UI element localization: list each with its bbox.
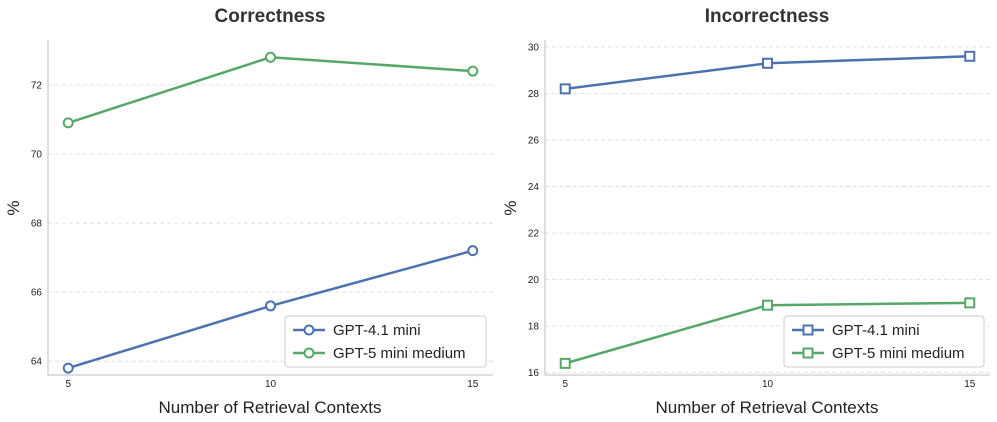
y-tick-label: 16 <box>528 368 540 379</box>
y-tick-label: 20 <box>528 275 540 286</box>
legend-marker-gpt-4-1-mini <box>303 324 315 336</box>
legend-marker-gpt-5-mini-medium <box>802 347 814 359</box>
data-point <box>964 297 976 309</box>
legend-marker-gpt-5-mini-medium <box>303 347 315 359</box>
y-tick-label: 18 <box>528 322 540 333</box>
y-tick-label: 72 <box>31 80 43 91</box>
series <box>559 50 976 369</box>
x-tick-label: 15 <box>964 379 976 390</box>
x-axis-label: Number of Retrieval Contexts <box>656 398 879 417</box>
legend-label-gpt-4-1-mini: GPT-4.1 mini <box>333 322 421 339</box>
legend: GPT-4.1 mini GPT-5 mini medium <box>284 315 487 368</box>
y-tick-label: 28 <box>528 89 540 100</box>
legend-marker-gpt-4-1-mini <box>802 324 814 336</box>
legend-box <box>284 315 487 368</box>
x-tick-label: 15 <box>467 379 479 390</box>
chart-title: Correctness <box>215 6 326 27</box>
legend-label-gpt-5-mini-medium: GPT-5 mini medium <box>832 345 965 362</box>
chart-title: Incorrectness <box>705 6 830 27</box>
x-tick-label: 5 <box>65 379 71 390</box>
axes: 16 18 20 22 24 26 28 30 5 10 15 <box>528 40 990 390</box>
axes: 64 66 68 70 72 5 10 15 <box>31 40 493 390</box>
y-tick-label: 70 <box>31 149 43 160</box>
data-point <box>467 245 479 257</box>
series-line-1 <box>67 56 473 125</box>
data-point <box>62 117 74 129</box>
y-axis-label: % <box>4 200 23 215</box>
series <box>62 51 479 374</box>
x-tick-label: 10 <box>762 379 774 390</box>
y-tick-label: 64 <box>31 357 43 368</box>
data-point <box>559 357 571 369</box>
x-axis-label: Number of Retrieval Contexts <box>159 398 382 417</box>
data-point <box>964 50 976 62</box>
x-tick-label: 10 <box>265 379 277 390</box>
data-point <box>559 83 571 95</box>
data-point <box>265 300 276 312</box>
legend: GPT-4.1 mini GPT-5 mini medium <box>783 315 985 368</box>
legend-label-gpt-4-1-mini: GPT-4.1 mini <box>832 322 920 339</box>
y-tick-label: 66 <box>31 288 43 299</box>
data-point <box>265 51 276 63</box>
incorrectness-chart: Incorrectness 16 18 20 22 24 26 28 30 5 10 15 Numb… <box>501 6 990 417</box>
correctness-chart: Correctness 64 66 68 70 72 5 10 15 Number of Re… <box>4 6 493 417</box>
y-axis-label: % <box>501 200 520 215</box>
y-tick-label: 68 <box>31 219 43 230</box>
y-tick-label: 22 <box>528 229 540 240</box>
x-tick-label: 5 <box>562 379 568 390</box>
data-point <box>62 362 74 374</box>
legend-label-gpt-5-mini-medium: GPT-5 mini medium <box>333 345 466 362</box>
y-tick-label: 24 <box>528 182 540 193</box>
y-tick-label: 30 <box>528 42 540 53</box>
y-tick-label: 26 <box>528 136 540 147</box>
data-point <box>762 299 773 311</box>
legend-box <box>783 315 985 368</box>
data-point <box>762 57 773 69</box>
data-point <box>467 65 479 77</box>
